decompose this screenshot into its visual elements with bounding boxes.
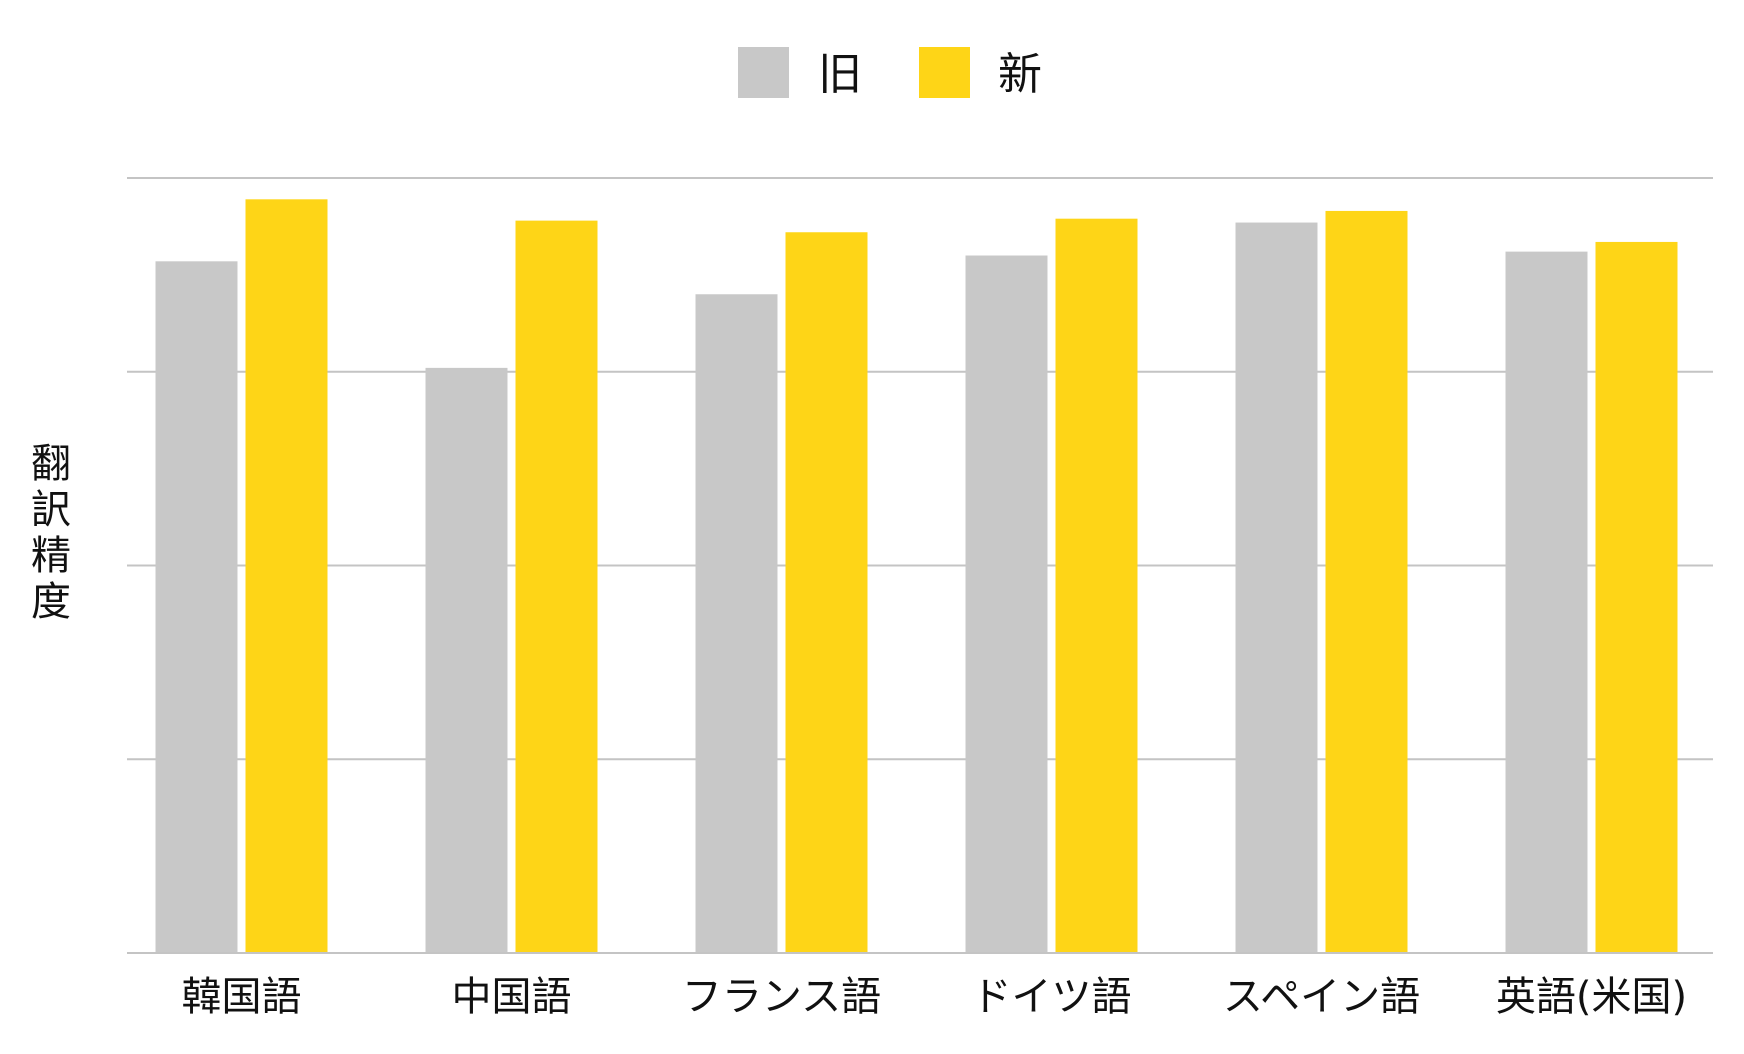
bar-new (1055, 218, 1138, 953)
bar-old (1505, 251, 1588, 953)
bars (127, 199, 1713, 954)
bar-new (515, 220, 598, 953)
x-tick-label: ドイツ語 (972, 974, 1132, 1020)
bar-old (1235, 222, 1318, 953)
legend-label-new: 新 (998, 49, 1042, 100)
x-tick-label: 韓国語 (182, 974, 302, 1020)
x-tick-label: フランス語 (682, 974, 881, 1020)
x-tick-label: スペイン語 (1223, 974, 1420, 1020)
bar-old (155, 261, 238, 953)
bar-new (1325, 210, 1408, 953)
legend-label-old: 旧 (818, 49, 862, 100)
legend-swatch-old (738, 47, 789, 98)
legend-swatch-new (919, 47, 970, 98)
bar-new (785, 232, 868, 953)
bar-old (695, 294, 778, 953)
x-tick-label: 中国語 (452, 974, 572, 1020)
x-tick-label: 英語(米国) (1496, 974, 1687, 1020)
legend: 旧 新 (738, 47, 1042, 100)
x-tick-labels: 韓国語 中国語 フランス語 ドイツ語 スペイン語 英語(米国) (182, 974, 1688, 1020)
bar-old (425, 367, 508, 953)
gridlines (127, 177, 1713, 954)
y-axis-label: 翻訳精度 (24, 442, 70, 626)
bar-new (245, 199, 328, 953)
bar-new (1595, 241, 1678, 953)
bar-old (965, 255, 1048, 953)
